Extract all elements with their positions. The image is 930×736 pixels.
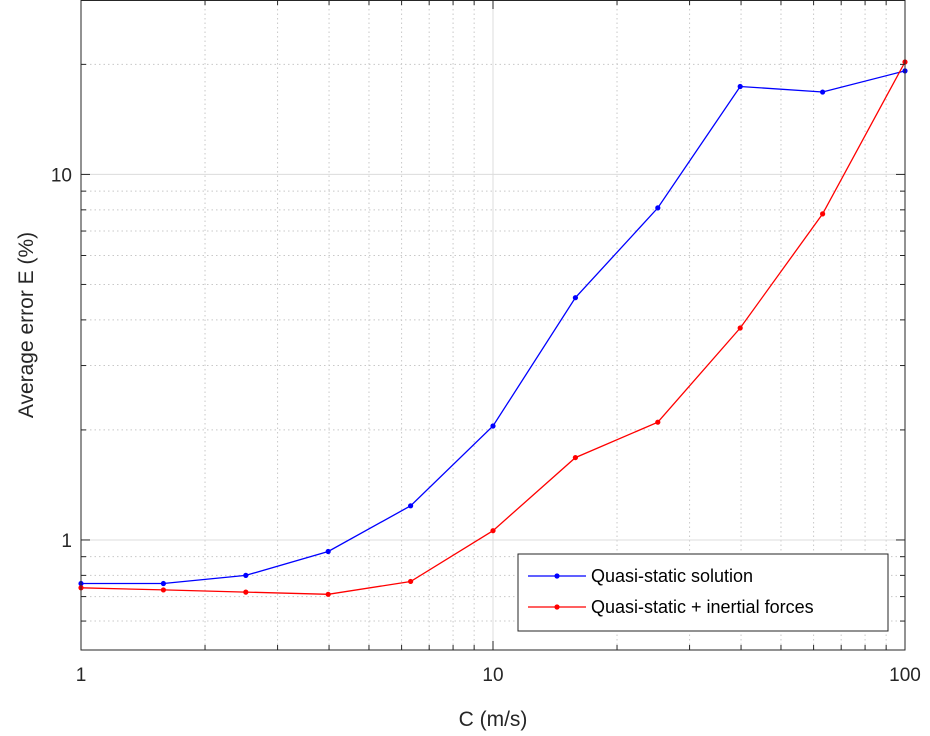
series-2-point (243, 589, 249, 595)
legend-swatch-marker (554, 573, 560, 579)
series-2-point (655, 419, 661, 425)
series-2-point (820, 211, 826, 217)
legend-swatch-marker (554, 604, 560, 610)
x-tick-label: 1 (76, 665, 87, 686)
x-axis-label: C (m/s) (459, 708, 528, 731)
series-1-point (572, 295, 579, 301)
legend: Quasi-static solution Quasi-static + iner… (517, 553, 889, 632)
legend-box (517, 553, 889, 632)
series-1-point (325, 548, 331, 555)
series-2-point (572, 454, 579, 461)
series-1-point (820, 89, 826, 95)
legend-label: Quasi-static + inertial forces (591, 597, 814, 617)
y-tick-label: 10 (51, 165, 72, 186)
series-1-point (243, 572, 249, 578)
series-2-point (408, 578, 414, 585)
series-2-point (325, 591, 331, 597)
y-axis-label: Average error E (%) (15, 232, 38, 418)
series-2-point (737, 325, 743, 331)
y-tick-label: 1 (61, 531, 72, 552)
tick-labels: 1 10 100 1 10 (51, 165, 921, 686)
series-2-point (160, 587, 167, 593)
minor-grid (81, 0, 905, 651)
series-layer (78, 59, 908, 597)
series-1-point (737, 83, 743, 90)
legend-label: Quasi-static solution (591, 566, 753, 586)
series-1-point (490, 423, 496, 429)
x-tick-label: 100 (889, 665, 921, 686)
series-1-point (655, 205, 661, 211)
series-1-point (160, 580, 167, 587)
x-tick-label: 10 (482, 665, 503, 686)
series-1-point (408, 503, 414, 509)
tick-marks (80, 0, 906, 651)
series-2-point (490, 528, 496, 534)
